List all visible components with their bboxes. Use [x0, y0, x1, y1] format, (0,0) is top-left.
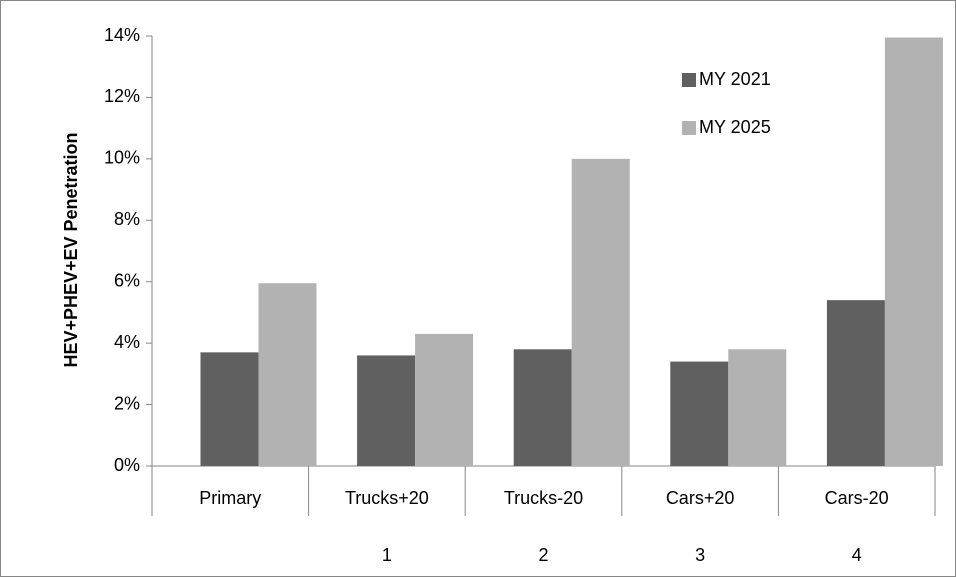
x-tick-label: Cars-20 [825, 488, 889, 508]
x-group-label: 4 [852, 545, 862, 565]
y-tick-label: 12% [104, 86, 140, 106]
x-tick-label: Trucks+20 [345, 488, 429, 508]
bar [826, 300, 885, 466]
bar [884, 37, 943, 467]
x-tick-label: Trucks-20 [504, 488, 583, 508]
bar [200, 352, 259, 466]
x-group-label: 3 [695, 545, 705, 565]
bar [670, 361, 729, 466]
bar [258, 283, 317, 466]
y-tick-label: 0% [114, 455, 140, 475]
y-tick-label: 4% [114, 332, 140, 352]
y-tick-label: 14% [104, 25, 140, 45]
bar [513, 349, 572, 466]
bar [415, 333, 474, 466]
legend-swatch [682, 121, 696, 135]
y-tick-label: 10% [104, 148, 140, 168]
legend-swatch [682, 73, 696, 87]
bar [571, 158, 630, 466]
legend-label: MY 2021 [699, 69, 771, 89]
y-tick-label: 8% [114, 209, 140, 229]
bar [728, 349, 787, 466]
y-axis-title: HEV+PHEV+EV Penetration [61, 132, 81, 367]
x-group-label: 1 [382, 545, 392, 565]
y-tick-label: 2% [114, 393, 140, 413]
y-tick-label: 6% [114, 270, 140, 290]
x-group-label: 2 [538, 545, 548, 565]
x-tick-label: Primary [199, 488, 261, 508]
bar [357, 355, 416, 466]
legend-label: MY 2025 [699, 117, 771, 137]
x-tick-label: Cars+20 [666, 488, 735, 508]
